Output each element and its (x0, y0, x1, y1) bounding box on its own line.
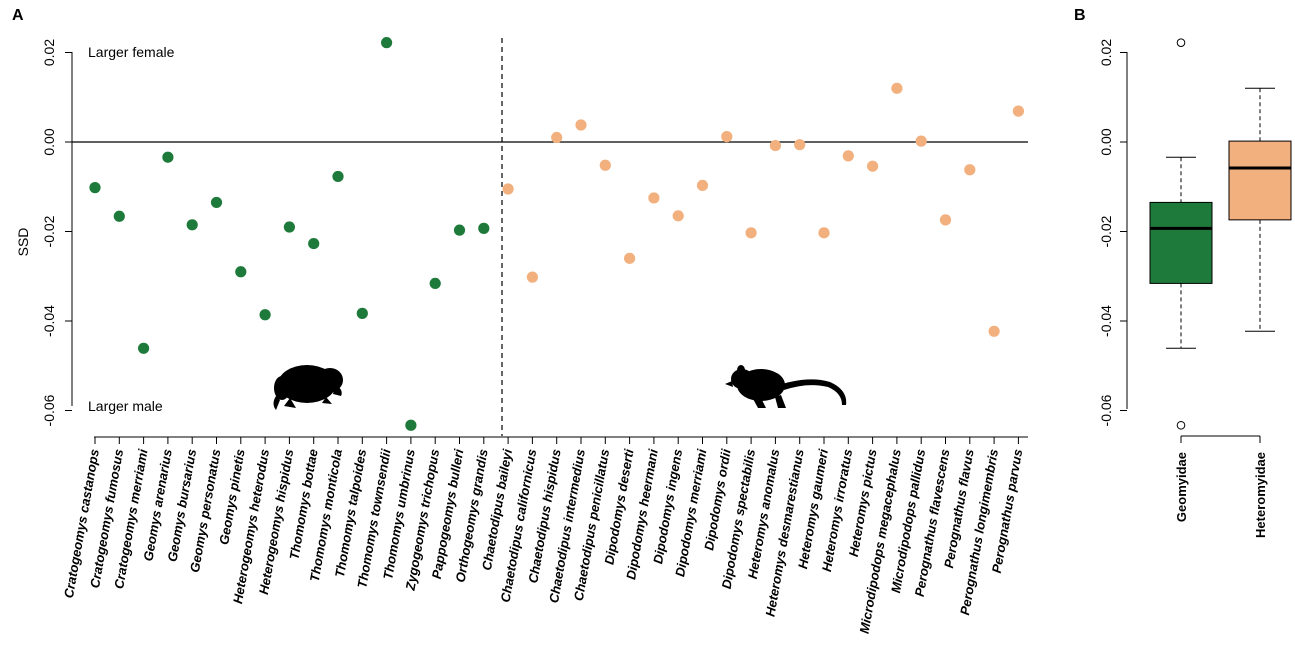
ssd-point (113, 210, 125, 222)
ssd-point (867, 160, 879, 172)
ssd-point (915, 135, 927, 147)
ssd-point (89, 182, 101, 194)
ssd-point (769, 139, 782, 152)
y-tick-label: -0.06 (41, 394, 57, 426)
ssd-point (842, 150, 854, 162)
ssd-point (429, 277, 441, 290)
ssd-point (405, 419, 417, 431)
panel-a-y-axis-title: SSD (15, 228, 31, 257)
ssd-point (308, 237, 320, 250)
larger-female-annotation: Larger female (88, 44, 175, 60)
ssd-point (575, 119, 587, 131)
ssd-point (794, 139, 806, 151)
ssd-point (818, 227, 830, 239)
iqr-box (1228, 140, 1292, 221)
family-tick-label: Heteromyidae (1253, 452, 1268, 538)
ssd-point (624, 252, 636, 264)
ssd-point (478, 222, 490, 234)
ssd-point (745, 227, 757, 239)
ssd-point (939, 214, 952, 226)
y-tick-label: -0.04 (41, 305, 57, 337)
ssd-point (696, 179, 709, 192)
ssd-point (551, 131, 563, 144)
ssd-point (599, 159, 611, 171)
ssd-point (259, 309, 271, 321)
ssd-point (210, 196, 223, 209)
panel-b-y-ticks: 0.02 0.00 -0.02 -0.04 -0.06 (1098, 39, 1127, 426)
ssd-point (186, 219, 198, 231)
y-tick-label: 0.00 (1098, 128, 1114, 155)
iqr-box (1149, 201, 1213, 284)
y-tick-label: 0.02 (41, 39, 57, 66)
gopher-silhouette-icon (273, 365, 343, 410)
ssd-point (964, 164, 976, 176)
kangaroo-rat-silhouette-icon (725, 365, 847, 408)
y-tick-label: -0.02 (41, 215, 57, 247)
ssd-point (381, 37, 393, 49)
ssd-point (235, 266, 247, 278)
y-tick-label: -0.06 (1098, 394, 1114, 426)
ssd-point (988, 325, 1000, 337)
family-tick-label: Geomyidae (1174, 452, 1189, 522)
ssd-point (891, 82, 903, 94)
y-tick-label: -0.02 (1098, 215, 1114, 247)
panel-a-points (89, 37, 1024, 431)
panel-a-y-ticks: 0.02 0.00 -0.02 -0.04 -0.06 (41, 39, 72, 426)
ssd-point (526, 271, 539, 283)
ssd-point (672, 210, 684, 222)
panel-a-scatter: A SSD Larger female Larger male 0.02 0.00… (12, 7, 1028, 635)
y-tick-label: -0.04 (1098, 305, 1114, 337)
ssd-point (162, 151, 174, 163)
panel-b-x-ticks: Geomyidae Heteromyidae (1174, 436, 1268, 538)
ssd-point (138, 342, 150, 354)
ssd-point (502, 183, 514, 195)
ssd-point (283, 221, 295, 233)
panel-b-letter: B (1074, 7, 1086, 24)
outlier-point (1176, 420, 1186, 430)
ssd-point (721, 131, 733, 143)
outlier-point (1176, 38, 1186, 47)
y-tick-label: 0.02 (1098, 39, 1114, 66)
panel-b-boxes (1149, 38, 1292, 430)
ssd-point (356, 307, 368, 319)
ssd-point (332, 170, 344, 183)
ssd-point (1012, 105, 1024, 117)
panel-b-boxplot: B 0.02 0.00 -0.02 -0.04 -0.06 Geomyidae Heter… (1074, 7, 1292, 538)
ssd-point (648, 192, 660, 204)
panel-a-letter: A (12, 7, 24, 24)
ssd-point (453, 224, 466, 236)
y-tick-label: 0.00 (41, 128, 57, 155)
larger-male-annotation: Larger male (88, 398, 163, 414)
